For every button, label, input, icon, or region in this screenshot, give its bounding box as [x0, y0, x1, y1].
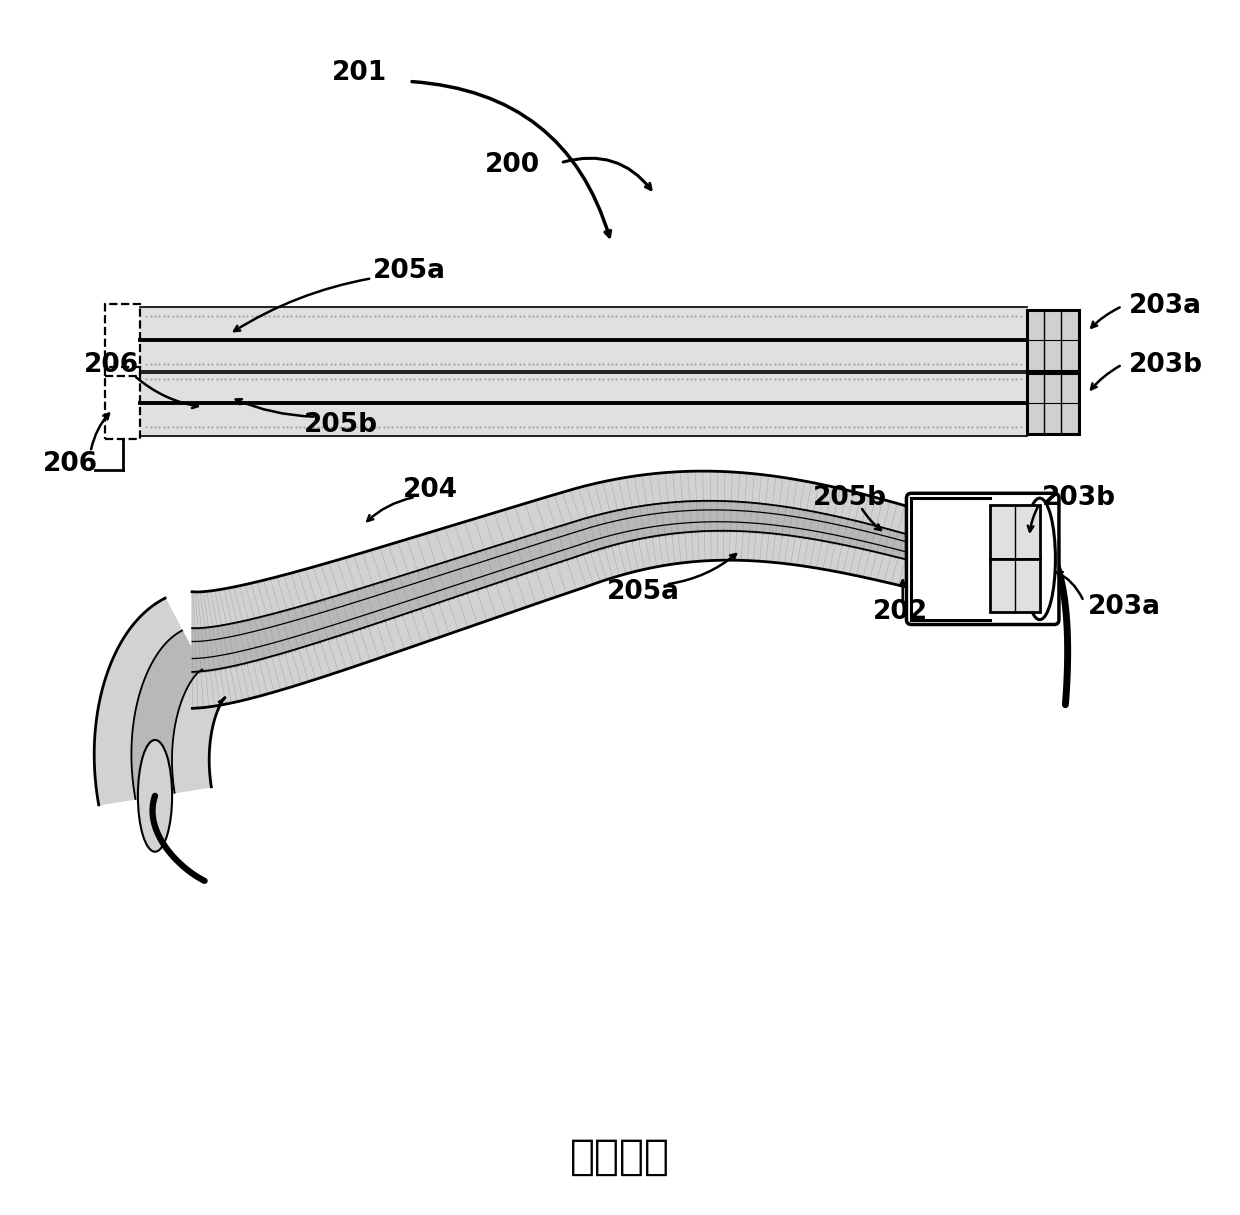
Polygon shape — [192, 501, 919, 672]
Ellipse shape — [138, 740, 172, 852]
Text: 203a: 203a — [1128, 293, 1202, 320]
Text: 201: 201 — [332, 60, 387, 86]
Text: 203b: 203b — [1042, 485, 1116, 512]
Text: 205b: 205b — [812, 485, 887, 512]
FancyBboxPatch shape — [906, 493, 1059, 625]
Text: 203a: 203a — [1087, 594, 1161, 621]
Polygon shape — [94, 598, 224, 804]
Text: 206: 206 — [84, 351, 139, 378]
Polygon shape — [131, 631, 202, 799]
Bar — [990, 559, 1039, 612]
Ellipse shape — [1024, 498, 1055, 620]
Bar — [1027, 373, 1079, 434]
Bar — [105, 367, 140, 440]
Text: 203b: 203b — [1128, 351, 1203, 378]
Text: 205a: 205a — [373, 258, 445, 284]
Text: 205a: 205a — [608, 578, 680, 605]
Text: 200: 200 — [485, 152, 539, 179]
Text: 202: 202 — [873, 599, 928, 626]
Polygon shape — [192, 471, 925, 708]
Bar — [1027, 310, 1079, 371]
Bar — [105, 304, 140, 377]
Text: 205b: 205b — [304, 412, 378, 439]
Text: 204: 204 — [403, 476, 458, 503]
Text: 现有技术: 现有技术 — [570, 1136, 670, 1177]
Bar — [990, 505, 1039, 559]
Text: 206: 206 — [43, 451, 98, 477]
